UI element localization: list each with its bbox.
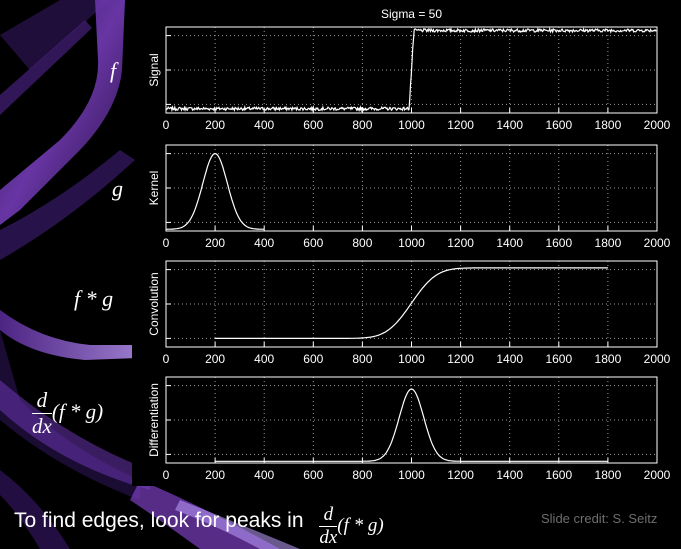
label-derivative-dx: dx bbox=[32, 414, 52, 438]
x-tick-label: 1400 bbox=[496, 236, 523, 250]
caption-math-dx: dx bbox=[319, 527, 338, 548]
x-tick-label: 800 bbox=[352, 236, 372, 250]
caption-math-d: d bbox=[319, 504, 338, 527]
x-tick-label: 0 bbox=[163, 468, 170, 482]
x-tick-label: 200 bbox=[205, 468, 225, 482]
x-tick-label: 2000 bbox=[644, 236, 671, 250]
x-tick-label: 400 bbox=[254, 352, 274, 366]
x-tick-label: 1400 bbox=[496, 468, 523, 482]
caption-math: d dx (f * g) bbox=[319, 504, 384, 549]
panel-backdrop-3 bbox=[132, 252, 662, 370]
x-tick-label: 1200 bbox=[447, 236, 474, 250]
label-g: g bbox=[112, 176, 123, 201]
y-axis-label-kernel: Kernel bbox=[147, 171, 161, 206]
series-line-differentiation bbox=[215, 388, 608, 462]
slide-credit: Slide credit: S. Seitz bbox=[541, 511, 658, 526]
x-tick-label: 1600 bbox=[545, 118, 572, 132]
label-f: f bbox=[110, 58, 117, 83]
x-tick-label: 200 bbox=[205, 118, 225, 132]
x-tick-label: 1000 bbox=[398, 118, 425, 132]
caption-text: To find edges, look for peaks in bbox=[14, 508, 304, 532]
x-tick-label: 2000 bbox=[644, 352, 671, 366]
label-derivative-d: d bbox=[32, 388, 52, 414]
x-tick-label: 1800 bbox=[595, 118, 622, 132]
x-tick-label: 1800 bbox=[595, 468, 622, 482]
label-f-conv-g: f * g bbox=[74, 286, 114, 311]
x-tick-label: 1800 bbox=[595, 352, 622, 366]
x-tick-label: 600 bbox=[303, 118, 323, 132]
x-tick-label: 400 bbox=[254, 118, 274, 132]
x-tick-label: 1000 bbox=[398, 236, 425, 250]
x-tick-label: 1000 bbox=[398, 468, 425, 482]
label-derivative-paren: (f * g) bbox=[51, 399, 104, 424]
x-tick-label: 400 bbox=[254, 236, 274, 250]
x-tick-label: 600 bbox=[303, 468, 323, 482]
label-derivative: d dx (f * g) bbox=[32, 388, 103, 439]
series-line-signal bbox=[165, 26, 657, 113]
series-line-kernel bbox=[165, 152, 265, 230]
chart-title: Sigma = 50 bbox=[381, 7, 442, 21]
x-tick-label: 1600 bbox=[545, 352, 572, 366]
x-tick-label: 800 bbox=[352, 118, 372, 132]
x-tick-label: 0 bbox=[163, 236, 170, 250]
x-tick-label: 1200 bbox=[447, 468, 474, 482]
x-tick-label: 0 bbox=[163, 118, 170, 132]
caption: To find edges, look for peaks in d dx (f *… bbox=[14, 500, 384, 548]
x-tick-label: 1200 bbox=[447, 118, 474, 132]
x-tick-label: 1600 bbox=[545, 468, 572, 482]
x-tick-label: 200 bbox=[205, 236, 225, 250]
x-tick-label: 1600 bbox=[545, 236, 572, 250]
x-tick-label: 600 bbox=[303, 236, 323, 250]
x-tick-label: 1400 bbox=[496, 118, 523, 132]
y-axis-label-signal: Signal bbox=[147, 53, 161, 86]
x-tick-label: 600 bbox=[303, 352, 323, 366]
x-tick-label: 1800 bbox=[595, 236, 622, 250]
x-tick-label: 0 bbox=[163, 352, 170, 366]
x-tick-label: 400 bbox=[254, 468, 274, 482]
caption-math-paren: (f * g) bbox=[337, 514, 384, 536]
y-axis-label-differentiation: Differentiation bbox=[147, 383, 161, 457]
x-tick-label: 1400 bbox=[496, 352, 523, 366]
x-tick-label: 2000 bbox=[644, 468, 671, 482]
x-tick-label: 2000 bbox=[644, 118, 671, 132]
x-tick-label: 800 bbox=[352, 352, 372, 366]
x-tick-label: 1000 bbox=[398, 352, 425, 366]
x-tick-label: 800 bbox=[352, 468, 372, 482]
x-tick-label: 1200 bbox=[447, 352, 474, 366]
y-axis-label-convolution: Convolution bbox=[147, 272, 161, 335]
series-line-convolution bbox=[215, 267, 608, 339]
x-tick-label: 200 bbox=[205, 352, 225, 366]
